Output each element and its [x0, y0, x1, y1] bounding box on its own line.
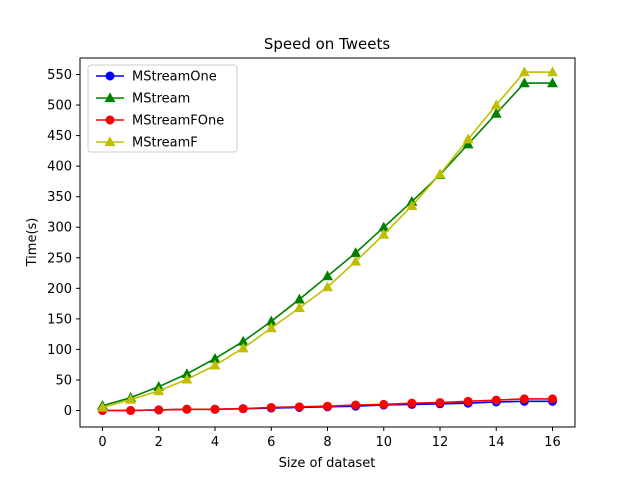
- series-mstreamfone: [98, 394, 557, 416]
- data-point-mstreamf: [378, 228, 390, 239]
- x-axis-label: Size of dataset: [279, 456, 376, 471]
- data-point-mstreamf: [322, 281, 333, 292]
- data-point-mstreamfone: [548, 394, 557, 404]
- data-point-mstreamf: [490, 99, 502, 110]
- data-point-mstreamfone: [126, 406, 136, 416]
- x-axis-ticks: 0 2 4 6 8 10 12 14 16: [98, 427, 561, 450]
- y-tick-label: 250: [47, 251, 72, 266]
- chart-title: Speed on Tweets: [264, 35, 391, 53]
- data-point-mstreamfone: [182, 404, 192, 414]
- x-tick-label: 2: [155, 435, 163, 450]
- x-tick-label: 12: [432, 435, 449, 450]
- y-tick-label: 300: [47, 221, 72, 236]
- data-point-mstreamfone: [379, 399, 389, 409]
- data-point-mstreamf: [181, 373, 193, 384]
- data-point-mstream: [518, 77, 530, 88]
- data-point-mstream: [547, 77, 558, 88]
- x-tick-label: 0: [98, 435, 106, 450]
- data-point-mstreamfone: [351, 400, 361, 410]
- y-tick-label: 400: [47, 160, 72, 175]
- data-point-mstreamfone: [294, 402, 304, 412]
- x-tick-label: 16: [544, 435, 561, 450]
- data-point-mstreamfone: [519, 394, 529, 404]
- data-point-mstreamfone: [210, 404, 220, 414]
- data-point-mstream: [462, 138, 474, 149]
- y-tick-label: 450: [47, 129, 72, 144]
- legend-label-mstreamf: MStreamF: [132, 136, 198, 151]
- legend-label-mstreamone: MStreamOne: [132, 70, 217, 85]
- y-tick-label: 100: [47, 343, 72, 358]
- data-point-mstreamfone: [435, 398, 445, 408]
- legend-marker-mstreamone: [105, 71, 115, 81]
- data-point-mstreamfone: [491, 395, 501, 405]
- data-point-mstreamf: [209, 359, 221, 370]
- y-tick-label: 500: [47, 99, 72, 114]
- y-tick-label: 50: [55, 373, 72, 388]
- x-tick-label: 6: [267, 435, 275, 450]
- data-point-mstreamf: [125, 393, 137, 404]
- data-point-mstreamf: [547, 66, 558, 77]
- legend-marker-mstreamf: [104, 136, 116, 147]
- legend-label-mstream: MStream: [132, 92, 190, 107]
- data-point-mstream: [322, 270, 333, 281]
- legend-label-mstreamfone: MStreamFOne: [132, 114, 224, 129]
- data-point-mstreamf: [518, 66, 530, 77]
- data-point-mstreamf: [265, 322, 277, 333]
- data-point-mstreamf: [237, 342, 249, 353]
- data-point-mstreamfone: [407, 398, 417, 408]
- data-point-mstreamfone: [463, 396, 473, 406]
- legend-marker-mstreamfone: [105, 115, 115, 125]
- series-layer: [97, 66, 558, 416]
- data-point-mstreamf: [350, 255, 362, 266]
- data-point-mstreamfone: [238, 404, 248, 414]
- y-tick-label: 0: [64, 404, 72, 419]
- y-tick-label: 200: [47, 282, 72, 297]
- y-axis-ticks: 0 50 100 150 200 250 300 350 400 450 500 550: [47, 68, 80, 419]
- legend: MStreamOne MStream MStreamFOne MStreamF: [87, 64, 238, 153]
- data-point-mstreamfone: [266, 402, 276, 412]
- y-tick-label: 550: [47, 68, 72, 83]
- x-tick-label: 10: [375, 435, 392, 450]
- data-point-mstreamf: [406, 200, 418, 211]
- x-tick-label: 8: [323, 435, 331, 450]
- data-point-mstreamf: [462, 133, 474, 144]
- data-point-mstream: [490, 107, 502, 118]
- data-point-mstreamf: [153, 385, 165, 396]
- data-point-mstreamfone: [323, 401, 332, 411]
- data-point-mstreamf: [434, 168, 446, 179]
- legend-marker-mstream: [104, 92, 116, 103]
- legend-box: [87, 64, 238, 153]
- y-tick-label: 350: [47, 190, 72, 205]
- data-point-mstreamf: [97, 401, 108, 412]
- x-tick-label: 14: [488, 435, 505, 450]
- x-tick-label: 4: [211, 435, 219, 450]
- data-point-mstreamfone: [154, 405, 164, 415]
- data-point-mstreamf: [293, 302, 305, 313]
- y-axis-label: Time(s): [25, 218, 40, 268]
- y-tick-label: 150: [47, 312, 72, 327]
- series-mstreamf: [97, 66, 558, 412]
